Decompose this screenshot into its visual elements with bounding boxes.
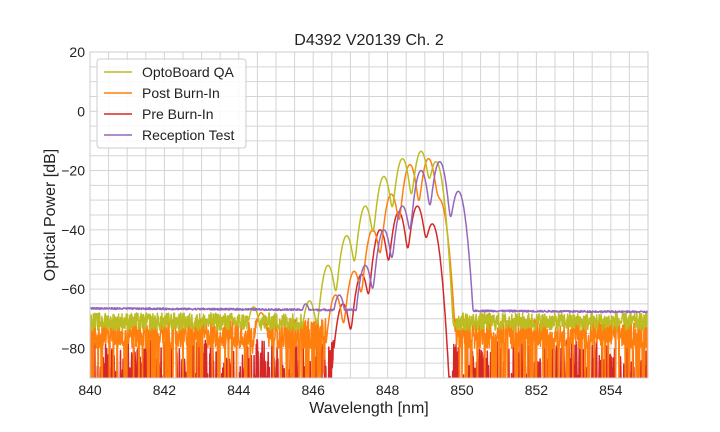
series-line-pre-burn-in	[90, 205, 648, 378]
legend-label: Post Burn-In	[142, 85, 220, 101]
legend-label: OptoBoard QA	[142, 64, 234, 80]
legend-box	[96, 58, 247, 149]
legend-label: Pre Burn-In	[142, 106, 214, 122]
y-tick-label: −60	[61, 281, 85, 297]
y-tick-label: 0	[77, 103, 85, 119]
y-tick-labels: 20 0 −20 −40 −60 −80	[61, 44, 85, 356]
y-tick-label: −80	[61, 340, 85, 356]
x-tick-label: 840	[78, 382, 102, 398]
series-line-post-burn-in	[90, 157, 648, 378]
legend-label: Reception Test	[142, 127, 234, 143]
x-tick-label: 850	[450, 382, 474, 398]
x-tick-label: 846	[302, 382, 326, 398]
y-tick-label: 20	[69, 44, 85, 60]
plot-frame	[89, 51, 649, 379]
chart-title: D4392 V20139 Ch. 2	[294, 32, 444, 49]
x-tick-label: 848	[376, 382, 400, 398]
x-tick-label: 842	[153, 382, 177, 398]
y-tick-label: −40	[61, 222, 85, 238]
x-tick-label: 852	[525, 382, 549, 398]
x-tick-label: 854	[599, 382, 623, 398]
x-tick-labels: 840 842 844 846 848 850 852 854	[78, 382, 622, 398]
y-tick-label: −20	[61, 163, 85, 179]
x-axis-label: Wavelength [nm]	[309, 400, 428, 417]
series-line-optoboard-qa	[90, 150, 648, 332]
x-tick-label: 844	[227, 382, 251, 398]
y-axis-label: Optical Power [dB]	[42, 149, 59, 282]
legend: OptoBoard QA Post Burn-In Pre Burn-In Recep…	[96, 58, 247, 149]
series-layer	[90, 150, 648, 378]
series-line-reception-test	[90, 160, 648, 314]
